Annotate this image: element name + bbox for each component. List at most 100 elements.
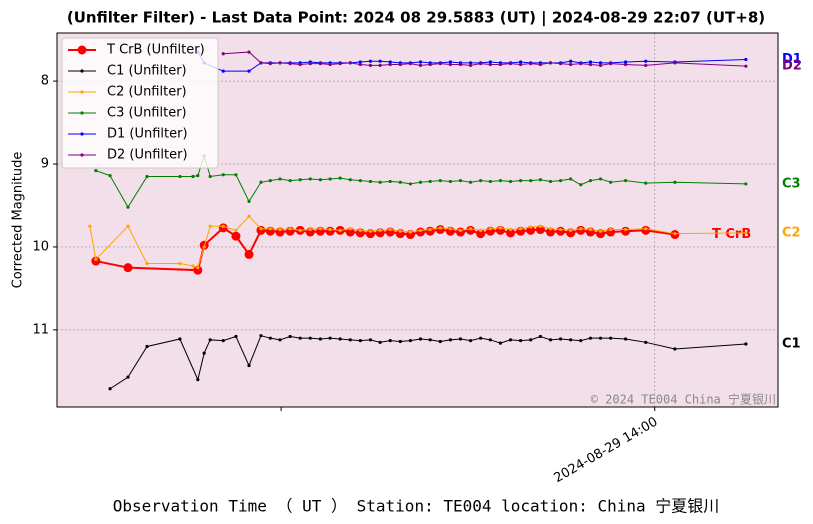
legend-box (61, 37, 219, 169)
data-point (388, 62, 392, 67)
data-point (358, 60, 362, 64)
data-point (538, 178, 543, 182)
legend-label: T CrB (Unfilter) (106, 43, 205, 58)
data-point (145, 344, 149, 349)
data-point (408, 182, 413, 186)
data-point (308, 177, 312, 181)
data-point (498, 341, 503, 345)
data-point (458, 179, 463, 183)
data-point (288, 227, 292, 231)
data-point (644, 227, 648, 231)
legend-label: D1 (Unfilter) (107, 127, 188, 142)
data-point (288, 62, 292, 66)
data-point (623, 337, 628, 341)
data-point (298, 178, 302, 182)
data-point (673, 180, 677, 184)
data-point (609, 62, 613, 66)
data-point (508, 227, 513, 232)
data-point (378, 340, 382, 344)
y-tick-label: 9 (41, 157, 49, 172)
data-point (268, 336, 272, 340)
data-point (308, 62, 312, 66)
data-point (338, 337, 342, 341)
data-point (438, 226, 442, 230)
data-point (468, 339, 473, 343)
series (108, 334, 748, 391)
data-point (448, 227, 452, 231)
data-point (508, 338, 513, 342)
data-point (609, 227, 613, 232)
data-point (126, 205, 130, 209)
data-point (418, 337, 423, 341)
data-point (529, 338, 533, 342)
data-point (298, 228, 302, 232)
data-point (408, 62, 413, 66)
data-point (598, 63, 603, 67)
y-tick-label: 11 (32, 322, 49, 337)
data-point (234, 334, 238, 339)
data-point (191, 174, 195, 179)
data-point (338, 228, 342, 232)
series-end-label: D1 (782, 52, 802, 67)
data-point (623, 62, 628, 67)
data-point (358, 228, 362, 232)
data-point (623, 227, 628, 232)
data-point (378, 59, 382, 63)
data-point (398, 180, 402, 184)
data-point (744, 231, 748, 235)
data-point (673, 232, 677, 236)
data-point (506, 228, 516, 238)
data-point (259, 180, 263, 184)
data-point (609, 180, 613, 184)
legend-marker (80, 69, 84, 73)
data-point (479, 228, 483, 232)
data-point (193, 265, 203, 275)
data-point (368, 229, 373, 233)
data-point (623, 179, 628, 183)
data-point (588, 62, 593, 67)
data-point (438, 179, 442, 183)
data-point (418, 228, 423, 232)
data-point (569, 62, 573, 67)
data-point (519, 179, 523, 183)
data-point (208, 338, 212, 342)
series-end-label: C1 (782, 336, 801, 351)
data-point (519, 60, 523, 64)
data-point (221, 69, 225, 73)
data-point (468, 227, 473, 231)
data-point (398, 339, 402, 344)
data-point (488, 338, 492, 342)
data-point (448, 338, 452, 342)
data-point (458, 62, 463, 67)
series-line (89, 215, 746, 269)
data-point (196, 378, 200, 382)
data-point (428, 62, 432, 67)
data-point (673, 61, 677, 65)
data-point (428, 227, 432, 232)
data-point (288, 334, 292, 339)
data-point (259, 61, 263, 65)
data-point (178, 174, 182, 179)
data-point (558, 179, 563, 183)
data-point (368, 63, 373, 67)
data-point (368, 179, 373, 184)
data-point (458, 337, 463, 341)
data-point (268, 179, 272, 183)
data-point (588, 227, 593, 232)
data-point (202, 245, 206, 249)
data-point (744, 57, 748, 62)
data-point (538, 62, 543, 67)
data-point (508, 62, 513, 66)
data-point (466, 225, 476, 235)
data-point (418, 60, 423, 64)
data-point (428, 179, 432, 184)
data-point (348, 61, 352, 65)
series-line (109, 335, 746, 390)
data-point (479, 62, 483, 66)
data-point (278, 338, 282, 342)
data-point (545, 227, 555, 237)
legend-label: C2 (Unfilter) (107, 85, 187, 100)
data-point (479, 179, 483, 183)
data-point (278, 61, 282, 65)
data-point (368, 338, 373, 342)
